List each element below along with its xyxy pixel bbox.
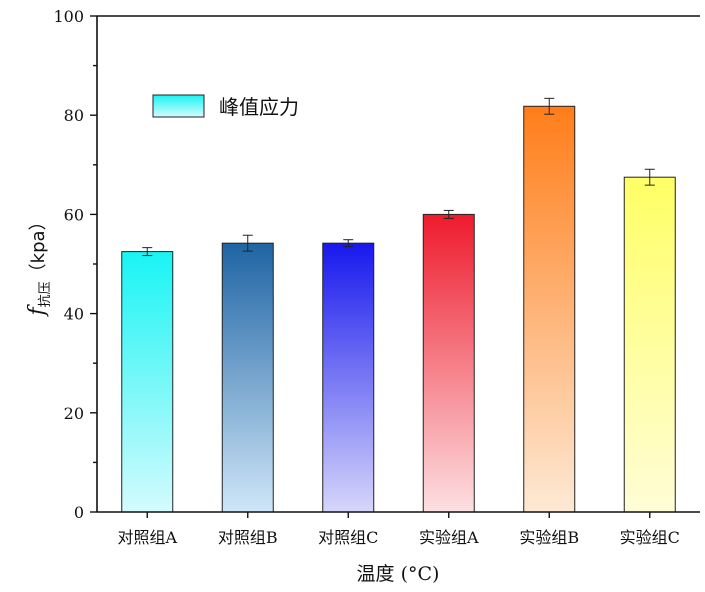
x-tick-labels: 对照组A 对照组B 对照组C 实验组A 实验组B 实验组C: [117, 528, 679, 547]
legend-swatch: [153, 95, 204, 117]
y-tick-label: 0: [74, 503, 84, 522]
x-tick-label: 对照组A: [117, 528, 177, 547]
y-tick-label: 60: [64, 205, 84, 224]
y-axis-title-sub: 抗压: [38, 281, 53, 307]
svg-text:f抗压（kpa）: f抗压（kpa）: [25, 212, 53, 317]
bars-group: [122, 106, 676, 512]
x-tick-label: 对照组B: [218, 528, 278, 547]
bar: [423, 214, 474, 512]
y-tick-label: 80: [64, 106, 84, 125]
y-tick-label: 100: [53, 7, 84, 26]
legend-label: 峰值应力: [219, 95, 299, 119]
bar: [122, 252, 173, 512]
x-tick-label: 实验组A: [419, 528, 479, 547]
bar: [624, 177, 675, 512]
x-axis: [97, 512, 700, 518]
x-tick-label: 实验组B: [519, 528, 579, 547]
x-tick-label: 实验组C: [620, 528, 680, 547]
y-tick-label: 20: [64, 404, 84, 423]
x-tick-label: 对照组C: [318, 528, 378, 547]
y-axis: [90, 16, 97, 512]
legend: 峰值应力: [153, 95, 299, 119]
bar: [323, 243, 374, 512]
y-axis-title-unit: （kpa）: [28, 212, 49, 281]
y-tick-labels: 0 20 40 60 80 100: [53, 7, 84, 522]
y-axis-title: f抗压（kpa）: [25, 212, 53, 317]
bar: [524, 106, 575, 512]
bar: [222, 243, 273, 512]
x-axis-title: 温度 (°C): [357, 563, 440, 585]
error-bars-group: [142, 98, 655, 255]
y-tick-label: 40: [64, 305, 84, 324]
